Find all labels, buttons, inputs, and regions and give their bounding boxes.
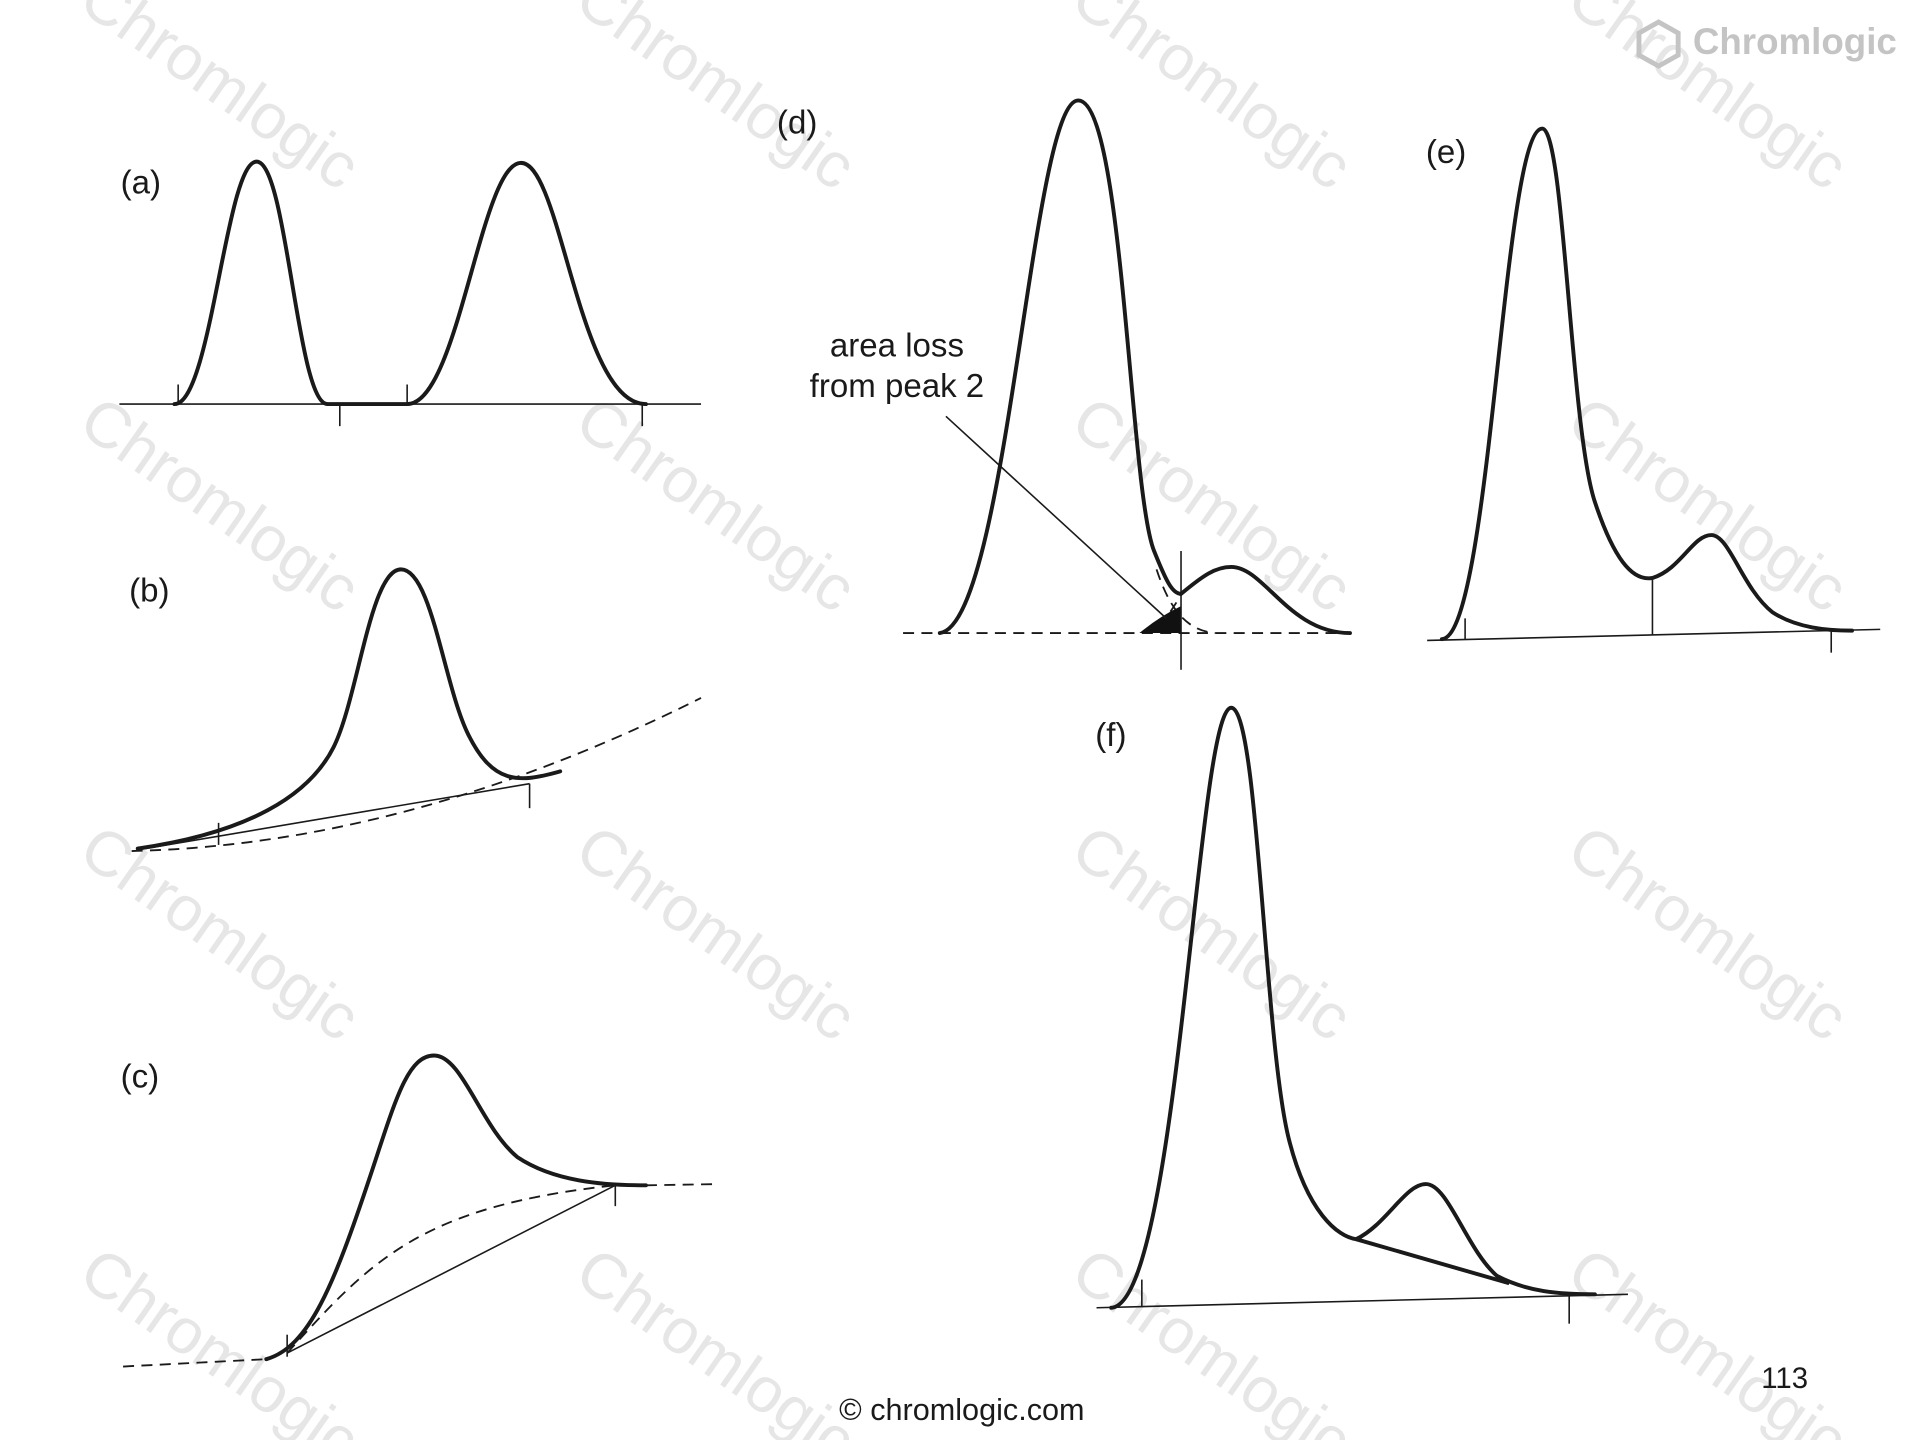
footer: © chromlogic.com	[839, 1393, 1084, 1427]
panel-label: (e)	[1426, 134, 1466, 171]
peak-tail	[1155, 569, 1216, 634]
watermark: Chromlogic	[564, 1234, 868, 1440]
baseline	[1096, 1293, 1628, 1309]
baseline-drift	[645, 1183, 720, 1187]
ticks	[177, 384, 644, 427]
panel-label: (d)	[777, 105, 817, 142]
logo: Chromlogic	[1636, 19, 1897, 69]
logo-text: Chromlogic	[1693, 21, 1897, 62]
peak-trace	[264, 1053, 648, 1362]
watermark: Chromlogic	[564, 383, 868, 626]
watermark: Chromlogic	[68, 811, 372, 1054]
baseline	[286, 1184, 616, 1354]
watermark: Chromlogic	[1556, 1234, 1860, 1440]
panel-label: (f)	[1095, 717, 1126, 754]
ticks	[1141, 1279, 1570, 1324]
area-loss	[1139, 606, 1182, 634]
baseline-drift	[123, 1358, 267, 1368]
peak-trace	[937, 98, 1352, 636]
ticks	[217, 783, 531, 845]
watermarks: Chromlogic Chromlogic Chromlogic Chromlogic…	[68, 0, 1860, 1440]
peak-trace	[1439, 126, 1854, 642]
baseline-drift	[286, 1184, 616, 1354]
baseline	[1427, 628, 1881, 642]
ticks	[286, 1185, 617, 1357]
watermark: Chromlogic	[68, 1234, 372, 1440]
annotation: from peak 2	[810, 368, 985, 405]
annotation: area loss	[830, 327, 964, 364]
watermark: Chromlogic	[68, 383, 372, 626]
watermark: Chromlogic	[1556, 383, 1860, 626]
baseline-drift	[131, 697, 702, 852]
pointer	[945, 415, 1167, 619]
peak-trace	[1109, 705, 1597, 1310]
watermark: Chromlogic	[1060, 383, 1364, 626]
peak-trace	[135, 567, 563, 851]
skim-line	[1355, 1237, 1510, 1286]
watermark: Chromlogic	[1060, 0, 1364, 203]
watermark: Chromlogic	[68, 0, 372, 203]
panel-label: (a)	[121, 165, 161, 202]
baseline	[137, 782, 530, 851]
panel-label: (c)	[121, 1059, 160, 1096]
watermark: Chromlogic	[1060, 1234, 1364, 1440]
watermark: Chromlogic	[564, 0, 868, 203]
peak-trace	[172, 159, 648, 407]
watermark: Chromlogic	[564, 811, 868, 1054]
watermark: Chromlogic	[1060, 811, 1364, 1054]
page-number: 113	[1761, 1362, 1808, 1395]
ticks	[1464, 577, 1833, 653]
watermark: Chromlogic	[1556, 811, 1860, 1054]
panel-label: (b)	[129, 572, 169, 609]
logo-icon	[1636, 19, 1681, 69]
